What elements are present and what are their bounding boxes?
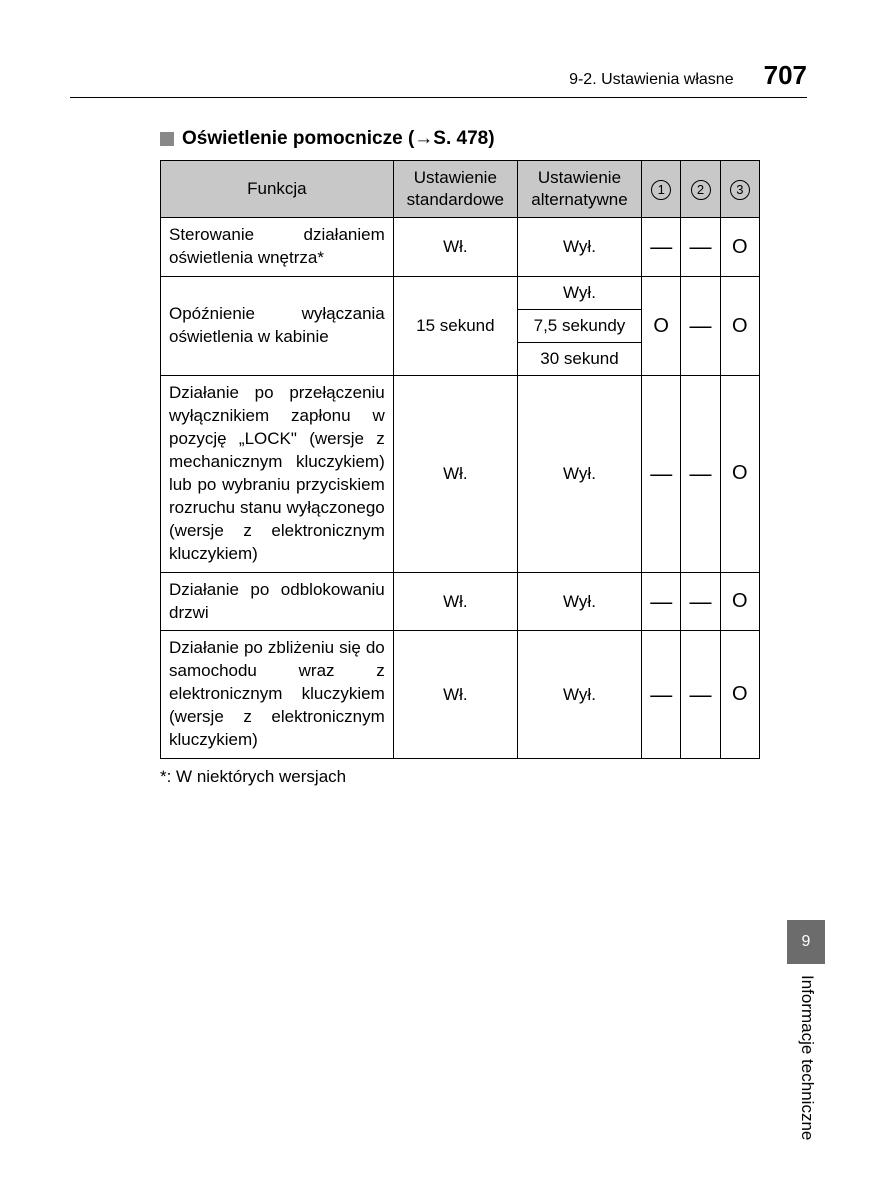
circled-1-icon: 1 (651, 180, 671, 200)
alternative-cell: Wył. (517, 376, 641, 573)
mark-cell-1: — (642, 218, 681, 277)
alternative-cell: Wył. (517, 572, 641, 631)
function-cell: Działanie po przełączeniu wyłącznikiem z… (161, 376, 394, 573)
standard-cell: Wł. (393, 218, 517, 277)
function-cell: Działanie po zbliżeniu się do samochodu … (161, 631, 394, 759)
circled-2-icon: 2 (691, 180, 711, 200)
standard-cell: Wł. (393, 631, 517, 759)
col-alternative: Ustawienie alternatywne (517, 161, 641, 218)
mark-cell-3: O (720, 572, 759, 631)
mark-cell-2: — (681, 277, 720, 376)
function-cell: Sterowanie działaniem oświetlenia wnętrz… (161, 218, 394, 277)
settings-table: Funkcja Ustawienie standardowe Ustawieni… (160, 160, 760, 759)
col-function: Funkcja (161, 161, 394, 218)
table-header-row: Funkcja Ustawienie standardowe Ustawieni… (161, 161, 760, 218)
breadcrumb: 9-2. Ustawienia własne (569, 71, 734, 89)
mark-cell-3: O (720, 218, 759, 277)
chapter-tab: 9 (787, 920, 825, 964)
col-standard: Ustawienie standardowe (393, 161, 517, 218)
col-1: 1 (642, 161, 681, 218)
page-number: 707 (764, 60, 807, 91)
footnote: *: W niektórych wersjach (160, 767, 807, 787)
function-cell: Działanie po odblokowaniu drzwi (161, 572, 394, 631)
mark-cell-3: O (720, 376, 759, 573)
standard-cell: Wł. (393, 376, 517, 573)
standard-cell: Wł. (393, 572, 517, 631)
alternative-cell: 30 sekund (517, 343, 641, 376)
mark-cell-2: — (681, 218, 720, 277)
table-row: Opóźnienie wyłączania oświetlenia w kabi… (161, 277, 760, 310)
section-title: Oświetlenie pomocnicze (→S. 478) (160, 128, 807, 150)
mark-cell-2: — (681, 572, 720, 631)
circled-3-icon: 3 (730, 180, 750, 200)
standard-cell: 15 sekund (393, 277, 517, 376)
table-row: Działanie po odblokowaniu drzwiWł.Wył.——… (161, 572, 760, 631)
function-cell: Opóźnienie wyłączania oświetlenia w kabi… (161, 277, 394, 376)
page-header: 9-2. Ustawienia własne 707 (70, 60, 807, 98)
mark-cell-1: — (642, 572, 681, 631)
mark-cell-2: — (681, 376, 720, 573)
square-bullet-icon (160, 132, 174, 146)
table-row: Sterowanie działaniem oświetlenia wnętrz… (161, 218, 760, 277)
col-2: 2 (681, 161, 720, 218)
table-row: Działanie po przełączeniu wyłącznikiem z… (161, 376, 760, 573)
alternative-cell: Wył. (517, 218, 641, 277)
mark-cell-1: — (642, 376, 681, 573)
chapter-number: 9 (802, 933, 811, 951)
section-title-text: Oświetlenie pomocnicze (→S. 478) (182, 128, 495, 150)
alternative-cell: 7,5 sekundy (517, 310, 641, 343)
mark-cell-3: O (720, 631, 759, 759)
alternative-cell: Wył. (517, 631, 641, 759)
col-3: 3 (720, 161, 759, 218)
chapter-label: Informacje techniczne (797, 975, 817, 1140)
mark-cell-2: — (681, 631, 720, 759)
alternative-cell: Wył. (517, 277, 641, 310)
mark-cell-3: O (720, 277, 759, 376)
mark-cell-1: — (642, 631, 681, 759)
mark-cell-1: O (642, 277, 681, 376)
table-row: Działanie po zbliżeniu się do samochodu … (161, 631, 760, 759)
